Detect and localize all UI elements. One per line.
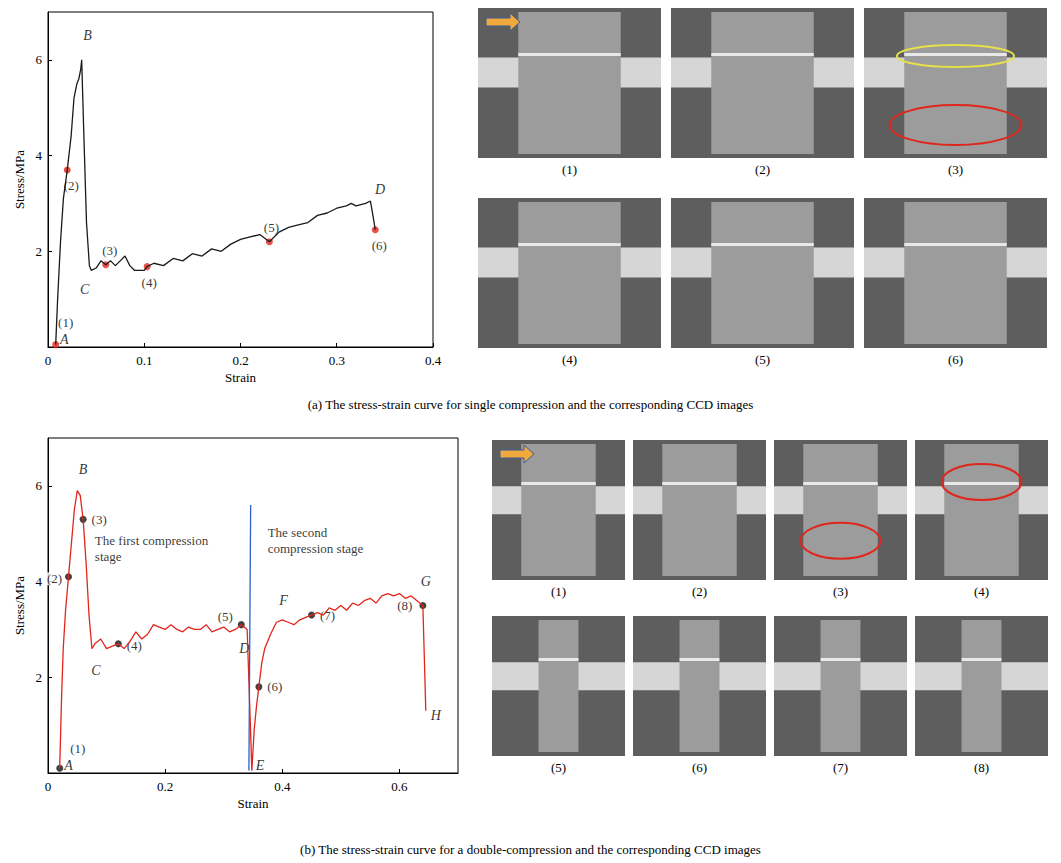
- svg-text:E: E: [255, 758, 265, 773]
- svg-text:(3): (3): [92, 512, 107, 527]
- svg-text:(6): (6): [372, 238, 387, 253]
- svg-text:2: 2: [36, 670, 43, 685]
- svg-text:(3): (3): [948, 162, 963, 177]
- svg-text:(8): (8): [974, 760, 989, 775]
- svg-text:0: 0: [45, 779, 52, 794]
- svg-text:2: 2: [36, 244, 43, 259]
- svg-text:(3): (3): [833, 584, 848, 599]
- svg-text:B: B: [83, 28, 92, 43]
- svg-text:4: 4: [36, 574, 43, 589]
- svg-text:(2): (2): [692, 584, 707, 599]
- svg-text:(4): (4): [974, 584, 989, 599]
- svg-text:0: 0: [45, 353, 52, 368]
- svg-text:A: A: [59, 332, 69, 347]
- svg-text:The first compression: The first compression: [95, 533, 212, 548]
- svg-text:(2): (2): [755, 162, 770, 177]
- svg-text:H: H: [430, 708, 442, 723]
- svg-text:0.2: 0.2: [157, 779, 173, 794]
- svg-text:C: C: [91, 663, 101, 678]
- svg-text:0.3: 0.3: [329, 353, 345, 368]
- svg-text:(7): (7): [833, 760, 848, 775]
- svg-text:0.6: 0.6: [391, 779, 408, 794]
- svg-text:Strain: Strain: [237, 796, 269, 811]
- svg-text:(8): (8): [397, 598, 412, 613]
- svg-text:(b) The stress-strain curve fo: (b) The stress-strain curve for a double…: [300, 842, 761, 857]
- svg-text:(4): (4): [127, 638, 142, 653]
- svg-text:(1): (1): [562, 162, 577, 177]
- svg-text:Stress/MPa: Stress/MPa: [12, 576, 27, 635]
- svg-text:(5): (5): [218, 609, 233, 624]
- svg-text:D: D: [239, 641, 250, 657]
- svg-text:B: B: [79, 462, 88, 477]
- svg-text:(1): (1): [58, 315, 73, 330]
- svg-text:(4): (4): [142, 275, 157, 290]
- svg-text:(2): (2): [63, 178, 79, 194]
- svg-text:0.4: 0.4: [274, 779, 291, 794]
- svg-text:(5): (5): [264, 220, 279, 235]
- svg-text:Stress/MPa: Stress/MPa: [12, 150, 27, 209]
- svg-text:(3): (3): [102, 243, 117, 258]
- svg-text:0.1: 0.1: [136, 353, 152, 368]
- svg-text:C: C: [80, 282, 90, 297]
- svg-text:Strain: Strain: [225, 370, 257, 385]
- svg-text:A: A: [63, 758, 73, 773]
- svg-text:The second: The second: [268, 525, 331, 540]
- svg-text:0.2: 0.2: [232, 353, 248, 368]
- svg-text:(5): (5): [755, 352, 770, 367]
- svg-text:(7): (7): [320, 607, 336, 623]
- svg-text:(4): (4): [562, 352, 577, 367]
- svg-text:(6): (6): [267, 679, 282, 694]
- svg-text:compression stage: compression stage: [268, 541, 364, 556]
- svg-text:4: 4: [36, 148, 43, 163]
- svg-text:6: 6: [36, 478, 43, 493]
- svg-text:6: 6: [36, 52, 43, 67]
- svg-text:(2): (2): [47, 571, 62, 586]
- svg-text:stage: stage: [95, 549, 122, 564]
- svg-text:(1): (1): [551, 584, 566, 599]
- svg-text:G: G: [421, 574, 431, 589]
- svg-text:D: D: [374, 182, 385, 197]
- svg-text:(6): (6): [692, 760, 707, 775]
- svg-text:(6): (6): [948, 352, 963, 367]
- svg-text:(5): (5): [551, 760, 566, 775]
- svg-text:(a) The stress-strain curve fo: (a) The stress-strain curve for single c…: [308, 397, 754, 412]
- svg-text:F: F: [278, 593, 288, 608]
- svg-text:0.4: 0.4: [425, 353, 442, 368]
- svg-text:(1): (1): [70, 741, 85, 756]
